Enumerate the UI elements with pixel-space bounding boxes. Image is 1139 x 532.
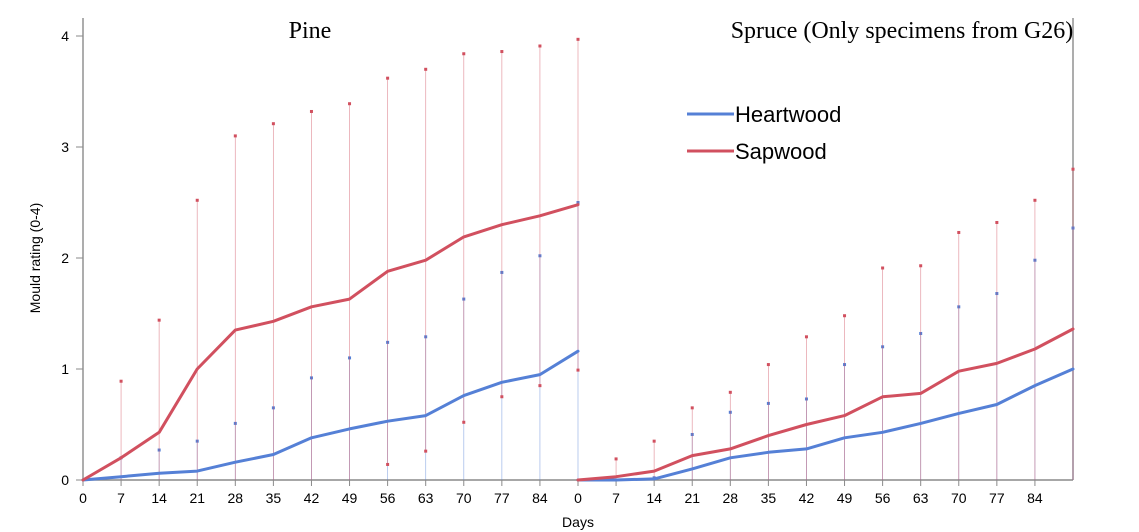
y-tick-label: 2 <box>61 250 69 266</box>
panel-1: 0 7 14 21 28 35 42 49 56 63 70 77 84 <box>574 18 1075 506</box>
error-cap-upper-sapwood <box>614 457 618 461</box>
x-tick-label: 63 <box>913 490 929 506</box>
error-cap-upper-sapwood <box>766 363 770 367</box>
error-cap-lower-sapwood <box>576 368 580 372</box>
legend: Heartwood Sapwood <box>687 102 841 164</box>
panel-title-pine: Pine <box>289 18 332 44</box>
error-cap-upper-sapwood <box>843 314 847 318</box>
x-tick-label: 70 <box>456 490 472 506</box>
x-tick-label: 7 <box>612 490 620 506</box>
x-tick-label: 56 <box>875 490 891 506</box>
x-tick-label: 21 <box>684 490 700 506</box>
error-cap-upper-sapwood <box>348 102 352 106</box>
error-cap-lower-sapwood <box>386 462 390 466</box>
error-cap-upper-sapwood <box>195 198 199 202</box>
x-tick-label: 21 <box>189 490 205 506</box>
x-axis-label: Days <box>562 514 594 530</box>
x-tick-label: 28 <box>228 490 244 506</box>
error-cap-upper-sapwood <box>462 52 466 56</box>
x-tick-label: 63 <box>418 490 434 506</box>
panel-0: 0 1 2 3 4 0 7 14 21 28 35 42 49 56 63 70 77 84 <box>61 18 580 506</box>
x-tick-label: 42 <box>799 490 815 506</box>
x-tick-label: 84 <box>532 490 548 506</box>
error-cap-upper-sapwood <box>157 318 161 322</box>
error-cap-upper-sapwood <box>690 406 694 410</box>
error-cap-upper-sapwood <box>309 109 313 113</box>
series-line-heartwood <box>81 349 580 482</box>
x-tick-label: 0 <box>574 490 582 506</box>
error-cap-lower-sapwood <box>500 395 504 399</box>
series-line-heartwood <box>576 367 1075 482</box>
series-line-sapwood <box>576 327 1075 482</box>
x-tick-label: 14 <box>151 490 167 506</box>
error-cap-upper-sapwood <box>728 390 732 394</box>
x-tick-label: 7 <box>117 490 125 506</box>
error-cap-lower-sapwood <box>538 384 542 388</box>
x-tick-label: 35 <box>761 490 777 506</box>
legend-label-heartwood: Heartwood <box>735 102 841 127</box>
error-cap-upper-sapwood <box>424 67 428 71</box>
error-cap-upper-sapwood <box>576 37 580 41</box>
x-tick-label: 49 <box>837 490 853 506</box>
legend-label-sapwood: Sapwood <box>735 139 827 164</box>
y-tick-label: 3 <box>61 139 69 155</box>
error-cap-upper-sapwood <box>957 230 961 234</box>
error-cap-upper-sapwood <box>538 44 542 48</box>
x-tick-label: 70 <box>951 490 967 506</box>
error-cap-upper-sapwood <box>881 266 885 270</box>
error-cap-upper-sapwood <box>1033 198 1037 202</box>
x-tick-label: 84 <box>1027 490 1043 506</box>
error-cap-upper-sapwood <box>386 76 390 80</box>
error-cap-upper-sapwood <box>1071 167 1075 171</box>
y-axis-label: Mould rating (0-4) <box>27 203 43 314</box>
x-tick-label: 14 <box>646 490 662 506</box>
error-cap-lower-sapwood <box>462 420 466 424</box>
error-cap-upper-sapwood <box>652 439 656 443</box>
x-tick-label: 42 <box>304 490 320 506</box>
x-tick-label: 28 <box>723 490 739 506</box>
error-cap-upper-sapwood <box>271 122 275 126</box>
error-cap-lower-sapwood <box>424 449 428 453</box>
error-cap-upper-sapwood <box>995 220 999 224</box>
error-cap-upper-sapwood <box>233 134 237 138</box>
x-tick-label: 56 <box>380 490 396 506</box>
x-tick-label: 77 <box>494 490 510 506</box>
y-tick-label: 0 <box>61 472 69 488</box>
error-cap-upper-sapwood <box>804 335 808 339</box>
y-tick-label: 4 <box>61 28 69 44</box>
error-cap-upper-sapwood <box>119 379 123 383</box>
y-tick-label: 1 <box>61 361 69 377</box>
panel-title-spruce: Spruce (Only specimens from G26) <box>731 18 1074 44</box>
series-line-sapwood <box>81 203 580 482</box>
x-tick-label: 77 <box>989 490 1005 506</box>
x-tick-label: 49 <box>342 490 358 506</box>
x-tick-label: 35 <box>266 490 282 506</box>
error-cap-upper-sapwood <box>919 264 923 268</box>
error-cap-upper-sapwood <box>500 50 504 54</box>
x-tick-label: 0 <box>79 490 87 506</box>
